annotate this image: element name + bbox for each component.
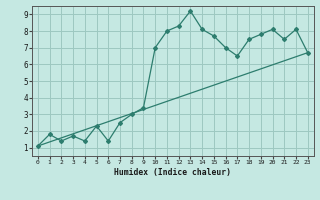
X-axis label: Humidex (Indice chaleur): Humidex (Indice chaleur) <box>114 168 231 177</box>
